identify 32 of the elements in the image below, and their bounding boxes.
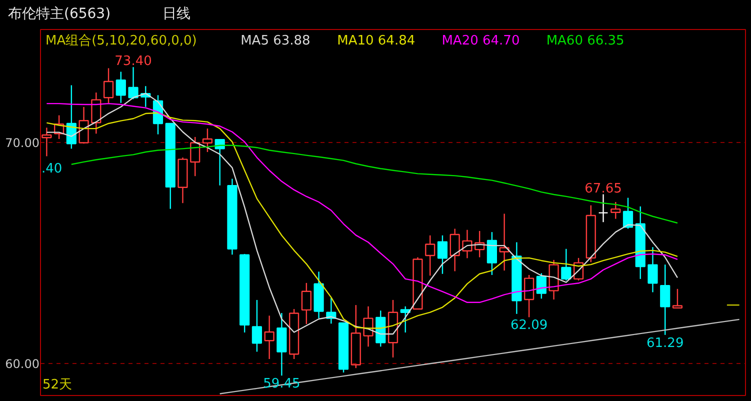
annotation: .40 <box>42 161 62 176</box>
chart-title: 布伦特主(6563) <box>8 6 111 22</box>
legend-title: MA组合(5,10,20,60,0,0) <box>46 34 197 48</box>
candlestick <box>276 312 287 376</box>
candlestick <box>648 246 658 293</box>
candlestick <box>512 242 522 314</box>
candlestick <box>450 228 460 272</box>
candlestick <box>598 194 608 223</box>
candlestick <box>91 92 102 134</box>
annotation: 52天 <box>42 378 72 392</box>
candlestick <box>227 178 238 256</box>
candlestick <box>314 271 324 319</box>
candlestick <box>462 229 472 259</box>
candlestick <box>264 315 274 360</box>
y-tick-label: 70.00 <box>5 136 40 150</box>
text: MA10 64.84 <box>337 34 416 48</box>
candlestick <box>42 127 52 157</box>
chart-subtitle: 日线 <box>162 6 191 22</box>
text: MA60 66.35 <box>546 34 624 48</box>
annotation: 73.40 <box>114 54 152 70</box>
annotation: 62.09 <box>510 318 548 334</box>
annotation: 61.29 <box>646 336 684 351</box>
candlestick <box>660 264 670 336</box>
text: MA5 63.88 <box>240 34 310 48</box>
line-series <box>219 318 740 394</box>
annotation: 67.65 <box>584 181 622 196</box>
text: MA20 64.70 <box>442 34 520 48</box>
candlestick <box>499 213 510 272</box>
candlestick <box>363 306 374 348</box>
y-tick-label: 60.00 <box>5 356 40 371</box>
candlestick <box>202 128 213 153</box>
candlestick <box>388 299 398 358</box>
